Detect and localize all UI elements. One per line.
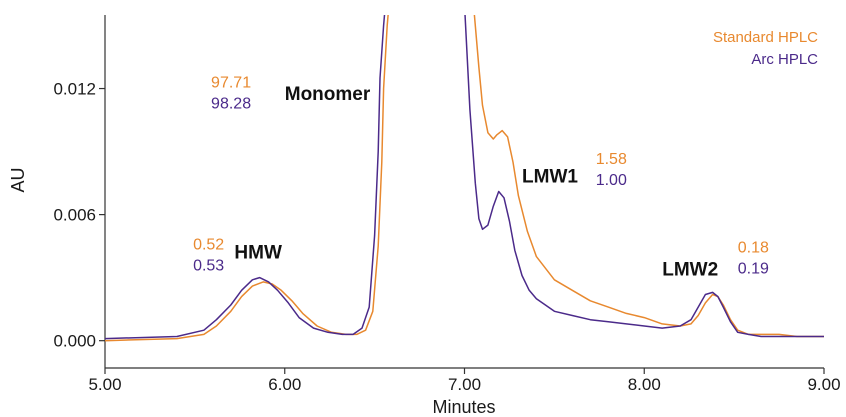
y-tick-label: 0.012	[53, 80, 96, 99]
annotation-arc-value: 98.28	[211, 95, 251, 112]
x-tick-label: 6.00	[268, 375, 301, 394]
annotation-standard-value: 0.18	[738, 239, 769, 256]
legend-entry: Arc HPLC	[751, 51, 818, 68]
annotation-arc-value: 0.53	[193, 257, 224, 274]
peak-label-monomer: Monomer	[285, 84, 371, 105]
percent-annotations: 0.52 0.53 97.71 98.28 1.58 1.00 0.18 0.19	[193, 74, 769, 277]
axes: 5.00 6.00 7.00 8.00 9.00 0.000 0.006 0.012	[53, 15, 841, 394]
y-tick-label: 0.006	[53, 206, 96, 225]
peak-label-lmw1: LMW1	[522, 167, 578, 188]
annotation-arc-value: 0.19	[738, 260, 769, 277]
annotation-arc-value: 1.00	[596, 172, 627, 189]
y-axis-title: AU	[8, 167, 28, 192]
x-tick-label: 5.00	[88, 375, 121, 394]
peak-label-hmw: HMW	[234, 242, 282, 263]
series-group	[105, 15, 824, 342]
annotation-standard-value: 0.52	[193, 236, 224, 253]
annotation-standard-value: 1.58	[596, 151, 627, 168]
x-tick-label: 8.00	[628, 375, 661, 394]
peak-labels: HMW Monomer LMW1 LMW2	[234, 84, 718, 280]
series-standard-hplc-line	[105, 15, 824, 342]
y-tick-label: 0.000	[53, 332, 96, 351]
legend-entry: Standard HPLC	[713, 29, 818, 46]
annotation-standard-value: 97.71	[211, 74, 251, 91]
legend: Standard HPLC Arc HPLC	[713, 29, 818, 68]
peak-label-lmw2: LMW2	[662, 260, 718, 281]
x-tick-label: 7.00	[448, 375, 481, 394]
series-arc-hplc-line	[105, 15, 824, 340]
x-tick-label: 9.00	[807, 375, 840, 394]
x-axis-title: Minutes	[432, 397, 495, 417]
